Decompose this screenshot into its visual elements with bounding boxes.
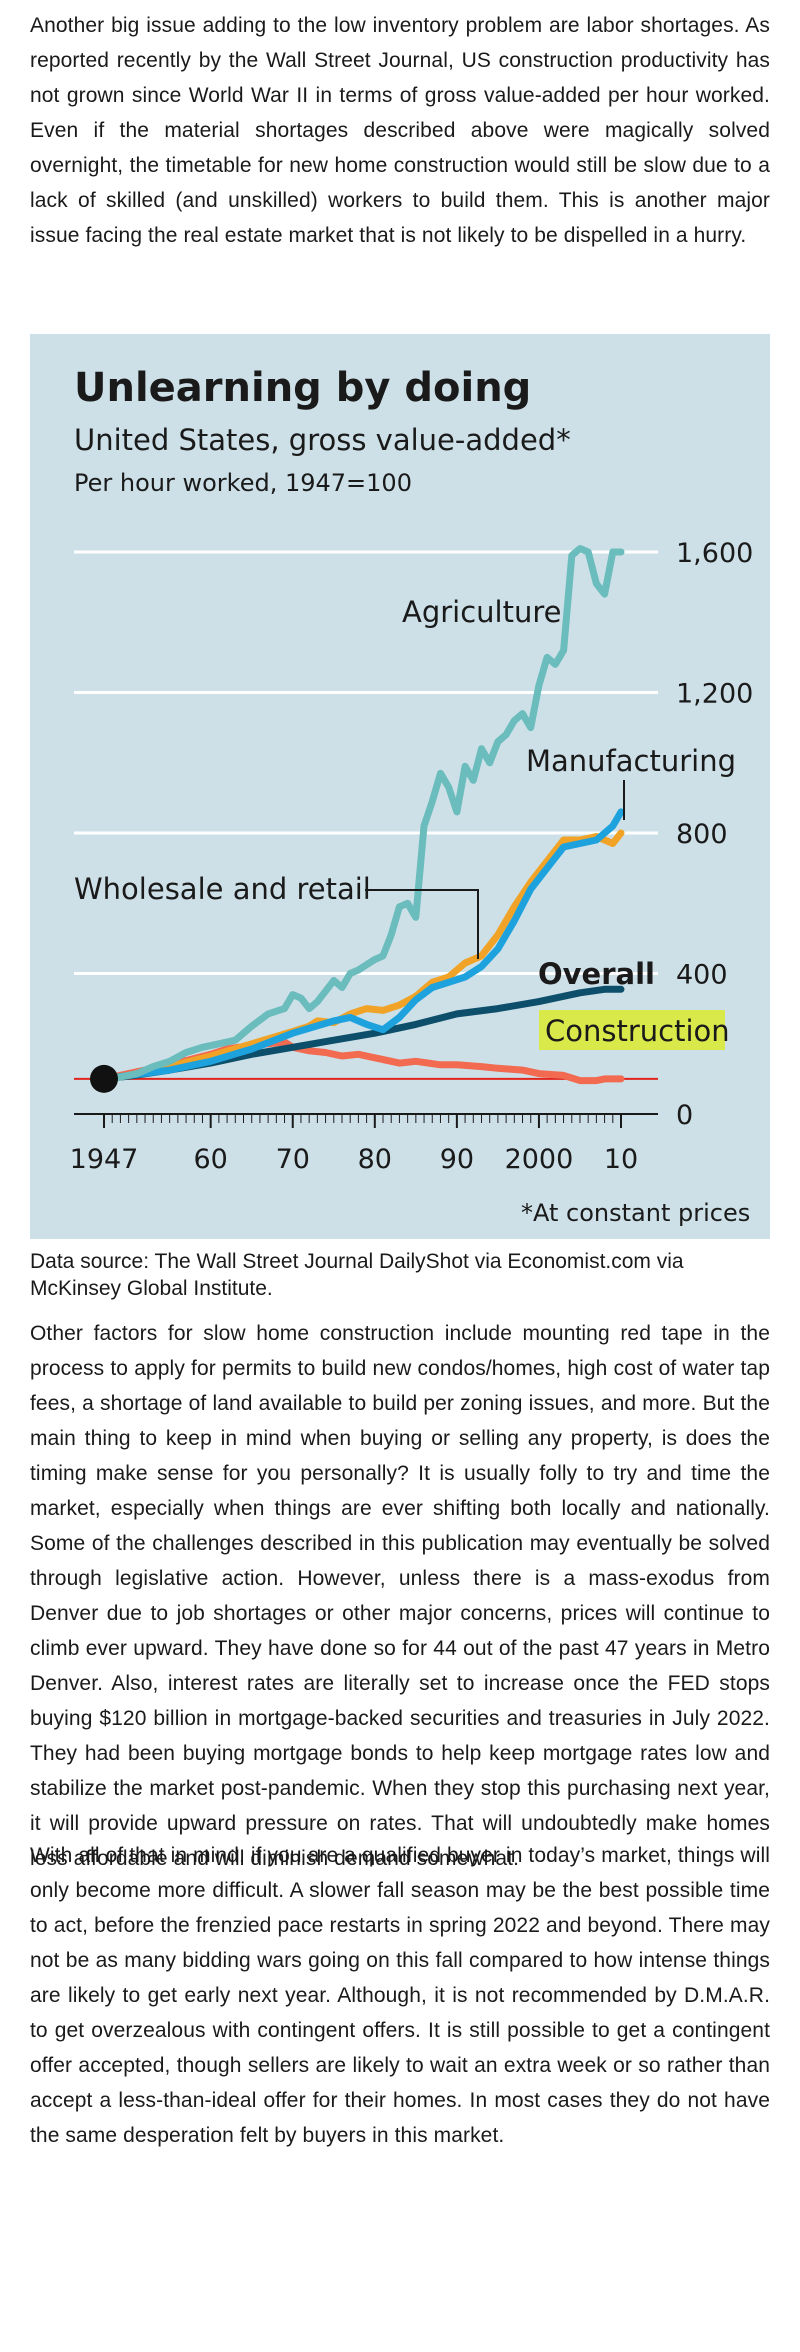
x-tick-label: 90 [440,1144,474,1175]
body-paragraph-3: With all of that in mind, if you are a q… [30,1844,770,2147]
chart-footnote: *At constant prices [521,1199,750,1227]
start-point-marker [90,1064,118,1093]
x-tick-label: 1947 [70,1144,139,1175]
label-agriculture: Agriculture [402,595,562,629]
y-tick-label: 1,600 [676,538,753,569]
y-tick-label: 1,200 [676,679,753,710]
wholesale-leader-line [365,889,479,959]
chart-figure: Unlearning by doing United States, gross… [30,334,770,1239]
label-construction: Construction [545,1014,730,1048]
series-manufacturing [100,808,625,1083]
body-paragraph-2: Other factors for slow home construction… [30,1322,770,1870]
x-tick-label: 60 [194,1144,228,1175]
chart-unit-note: Per hour worked, 1947=100 [74,469,412,497]
intro-paragraph: Another big issue adding to the low inve… [30,14,770,247]
y-axis-labels: 1,600 1,200 800 400 0 [676,538,753,1131]
chart-caption: Data source: The Wall Street Journal Dai… [30,1250,684,1300]
y-tick-label: 0 [676,1100,693,1131]
line-chart: Unlearning by doing United States, gross… [30,334,770,1239]
x-tick-label: 10 [604,1144,638,1175]
x-tick-label: 70 [276,1144,310,1175]
y-tick-label: 400 [676,960,728,991]
annotations: Agriculture Manufacturing Wholesale and … [74,595,736,1050]
x-axis: 1947 60 70 80 90 2000 10 [70,1113,658,1175]
construction-label-bg [539,1010,725,1050]
grid-lines [74,550,658,1080]
chart-title: Unlearning by doing [74,365,531,411]
label-overall: Overall [538,957,655,991]
chart-background [30,334,770,1239]
y-tick-label: 800 [676,819,728,850]
x-tick-label: 80 [358,1144,392,1175]
chart-subtitle: United States, gross value-added* [74,423,571,457]
series-lines [90,545,625,1093]
x-tick-label: 2000 [505,1144,574,1175]
label-manufacturing: Manufacturing [526,744,736,778]
series-agriculture [100,545,625,1083]
label-wholesale-retail: Wholesale and retail [74,872,371,906]
